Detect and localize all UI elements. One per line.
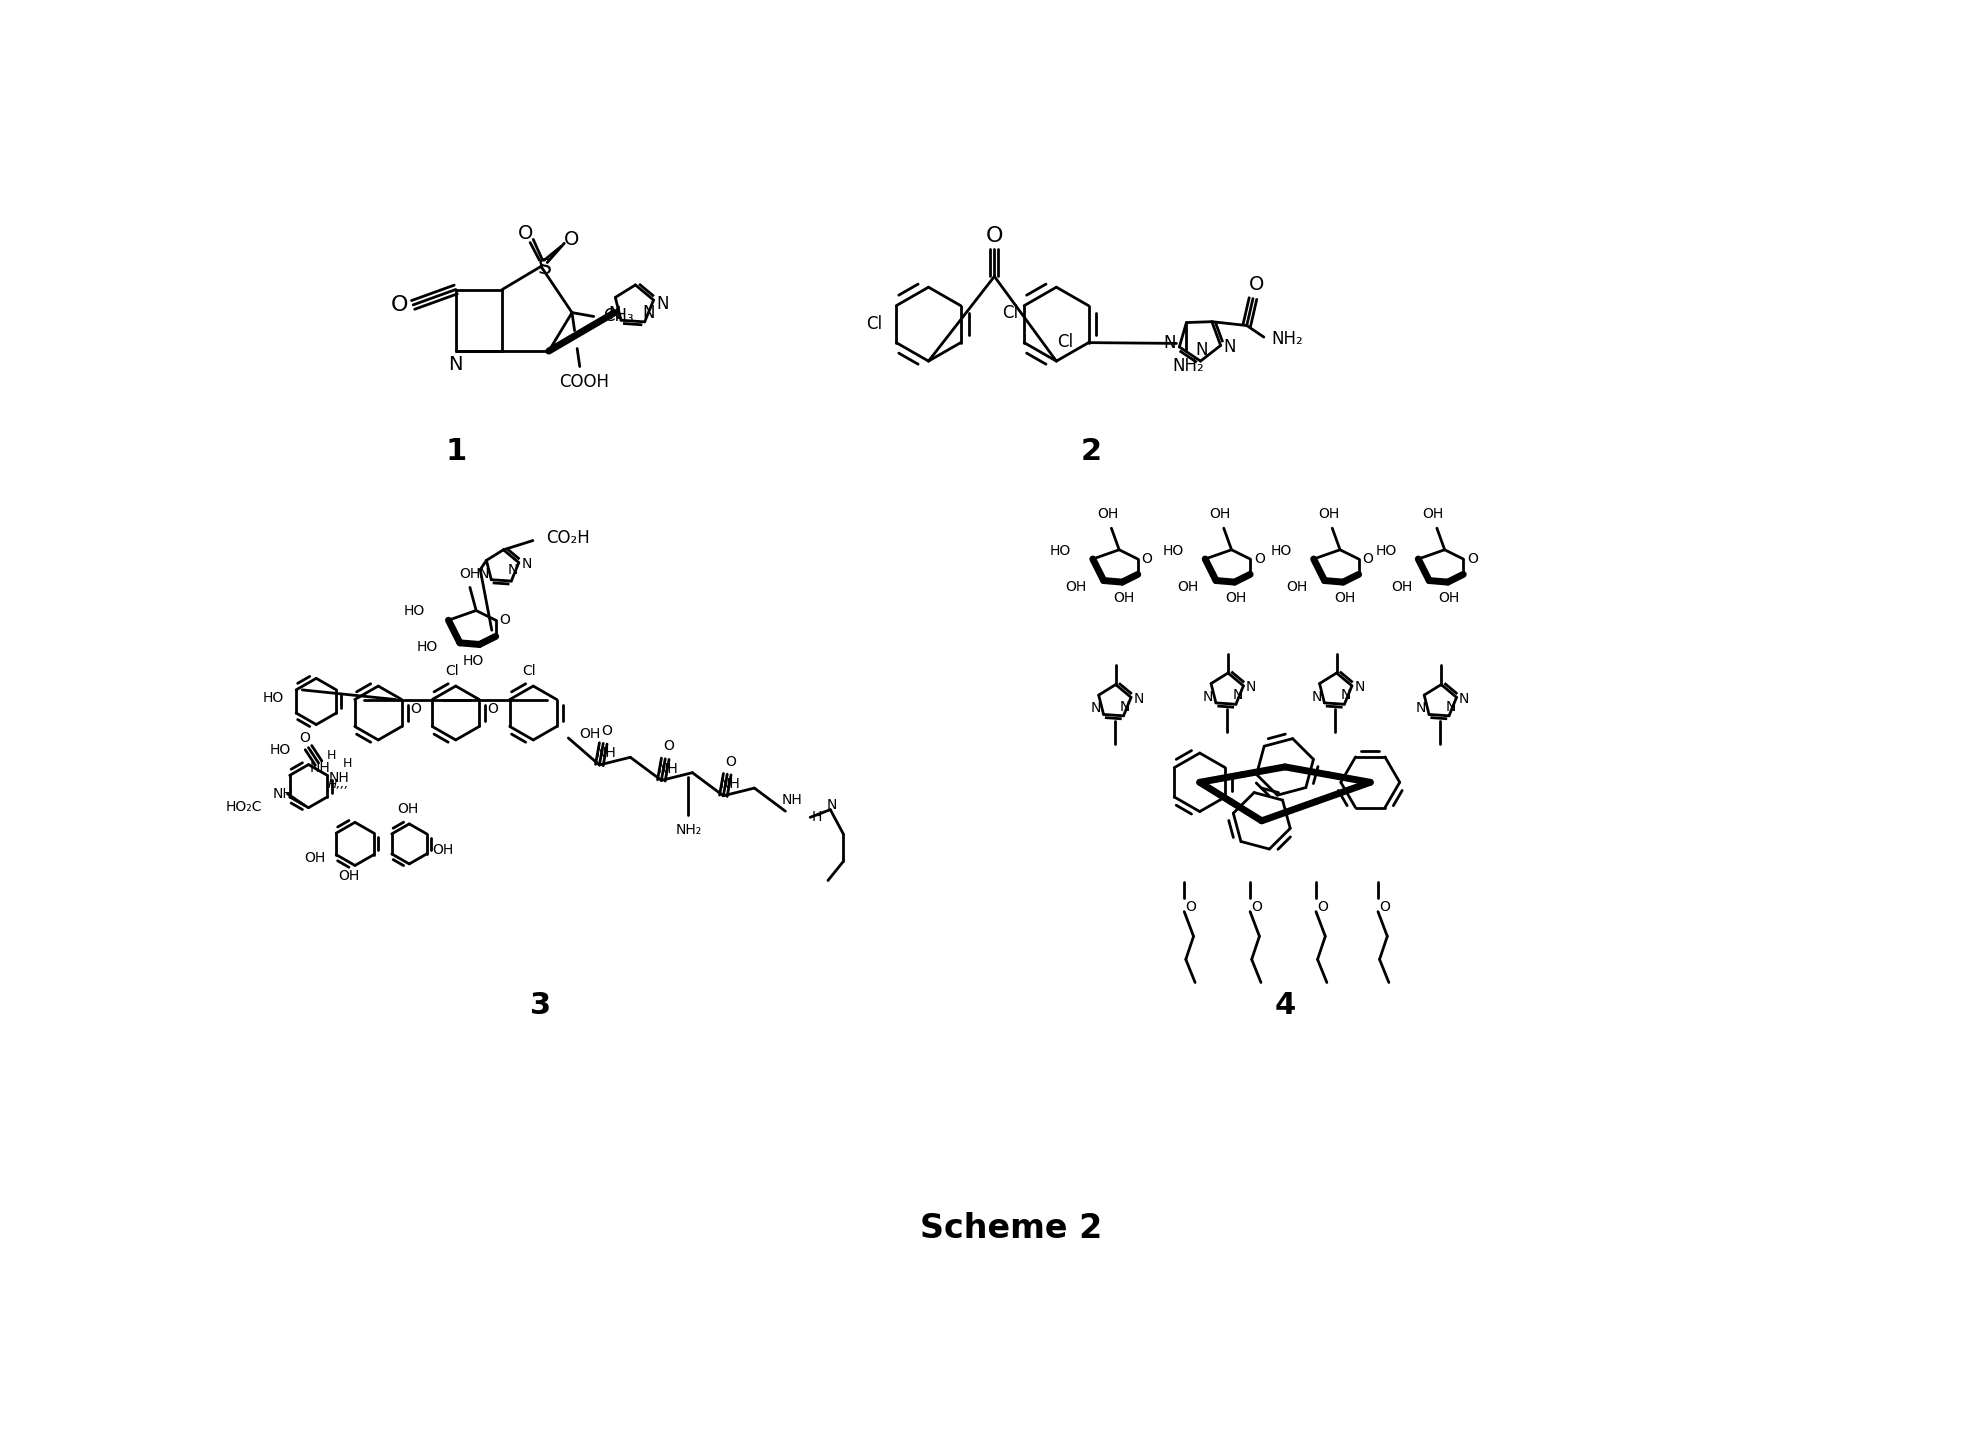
Text: HO: HO <box>1374 544 1396 558</box>
Text: HO₂C: HO₂C <box>225 800 262 813</box>
Text: HO: HO <box>404 605 426 618</box>
Text: HO: HO <box>416 639 438 654</box>
Text: CH₃: CH₃ <box>603 307 633 325</box>
Text: N: N <box>1311 690 1321 703</box>
Text: O: O <box>601 724 613 738</box>
Text: COOH: COOH <box>558 373 609 392</box>
Text: O: O <box>300 731 310 745</box>
Text: OH: OH <box>396 802 418 816</box>
Text: 1: 1 <box>446 436 465 465</box>
Text: Cl: Cl <box>1057 334 1073 351</box>
Text: 4: 4 <box>1274 992 1296 1021</box>
Text: N: N <box>643 303 655 322</box>
Text: 3: 3 <box>530 992 552 1021</box>
Text: O: O <box>1317 900 1327 914</box>
Text: N: N <box>1195 341 1209 358</box>
Text: OH: OH <box>1096 507 1118 522</box>
Text: O: O <box>1467 552 1477 566</box>
Text: N: N <box>507 563 519 577</box>
Text: N: N <box>1120 699 1130 713</box>
Text: OH: OH <box>1225 590 1246 605</box>
Text: Cl: Cl <box>523 664 536 677</box>
Text: NH: NH <box>657 761 678 776</box>
Text: N: N <box>448 355 463 374</box>
Text: O: O <box>665 740 674 754</box>
Text: OH: OH <box>1333 590 1355 605</box>
Text: N: N <box>1355 680 1365 695</box>
Text: NH: NH <box>310 761 331 776</box>
Text: HO: HO <box>262 690 284 705</box>
Text: N: N <box>1232 689 1242 702</box>
Text: O: O <box>726 755 738 768</box>
Text: N: N <box>1163 334 1177 352</box>
Text: HO: HO <box>463 654 483 668</box>
Text: Cl: Cl <box>1002 303 1018 322</box>
Text: HO: HO <box>270 742 290 757</box>
Text: O: O <box>1142 552 1152 566</box>
Text: O: O <box>1250 900 1262 914</box>
Text: OH: OH <box>1209 507 1231 522</box>
Text: HO: HO <box>1049 544 1071 558</box>
Text: N: N <box>521 557 532 571</box>
Text: OH: OH <box>580 728 601 741</box>
Text: HO: HO <box>1162 544 1183 558</box>
Text: Scheme 2: Scheme 2 <box>919 1212 1102 1246</box>
Text: O: O <box>519 223 532 242</box>
Text: N: N <box>657 294 669 313</box>
Text: NH: NH <box>329 771 349 786</box>
Text: O: O <box>1378 900 1390 914</box>
Text: O: O <box>564 231 580 249</box>
Text: OH: OH <box>1286 580 1307 593</box>
Text: NH: NH <box>781 793 803 806</box>
Text: NH₂: NH₂ <box>1171 358 1203 376</box>
Text: NH₂: NH₂ <box>1272 331 1303 348</box>
Text: NH: NH <box>720 777 740 792</box>
Text: NH: NH <box>272 787 294 800</box>
Text: OH: OH <box>1065 580 1087 593</box>
Text: O: O <box>1254 552 1264 566</box>
Text: NH: NH <box>596 747 615 760</box>
Text: OH: OH <box>1422 507 1444 522</box>
Text: O: O <box>1185 900 1195 914</box>
Text: N: N <box>1134 692 1144 706</box>
Text: N: N <box>1246 680 1256 695</box>
Text: OH: OH <box>1177 580 1199 593</box>
Text: O: O <box>986 226 1004 245</box>
Text: N: N <box>1445 699 1455 713</box>
Text: H,,,: H,,, <box>327 779 349 792</box>
Text: N: N <box>826 798 836 812</box>
Text: H: H <box>810 811 822 825</box>
Text: CO₂H: CO₂H <box>546 529 590 547</box>
Text: 2: 2 <box>1081 436 1102 465</box>
Text: O: O <box>487 702 499 716</box>
Text: Cl: Cl <box>866 315 881 334</box>
Text: OH: OH <box>1440 590 1459 605</box>
Text: NH₂: NH₂ <box>674 824 702 838</box>
Text: OH: OH <box>432 842 454 857</box>
Text: N: N <box>1203 690 1213 703</box>
Text: OH: OH <box>304 851 325 864</box>
Text: N: N <box>479 567 489 580</box>
Text: OH: OH <box>1317 507 1339 522</box>
Text: N: N <box>609 304 621 323</box>
Text: N: N <box>1459 692 1469 706</box>
Text: H: H <box>343 757 351 770</box>
Text: O: O <box>1248 276 1264 294</box>
Text: O: O <box>499 613 511 628</box>
Text: N: N <box>1341 689 1351 702</box>
Text: H: H <box>327 748 337 761</box>
Text: O: O <box>390 294 408 315</box>
Text: N: N <box>1225 338 1236 357</box>
Text: OH: OH <box>1112 590 1134 605</box>
Text: N: N <box>1091 702 1100 715</box>
Text: Cl: Cl <box>446 664 459 677</box>
Text: OH: OH <box>459 567 481 580</box>
Text: O: O <box>1363 552 1373 566</box>
Text: N: N <box>1416 702 1426 715</box>
Text: O: O <box>410 702 420 716</box>
Text: OH: OH <box>337 869 359 883</box>
Text: HO: HO <box>1270 544 1292 558</box>
Text: S: S <box>538 258 552 278</box>
Text: OH: OH <box>1390 580 1412 593</box>
